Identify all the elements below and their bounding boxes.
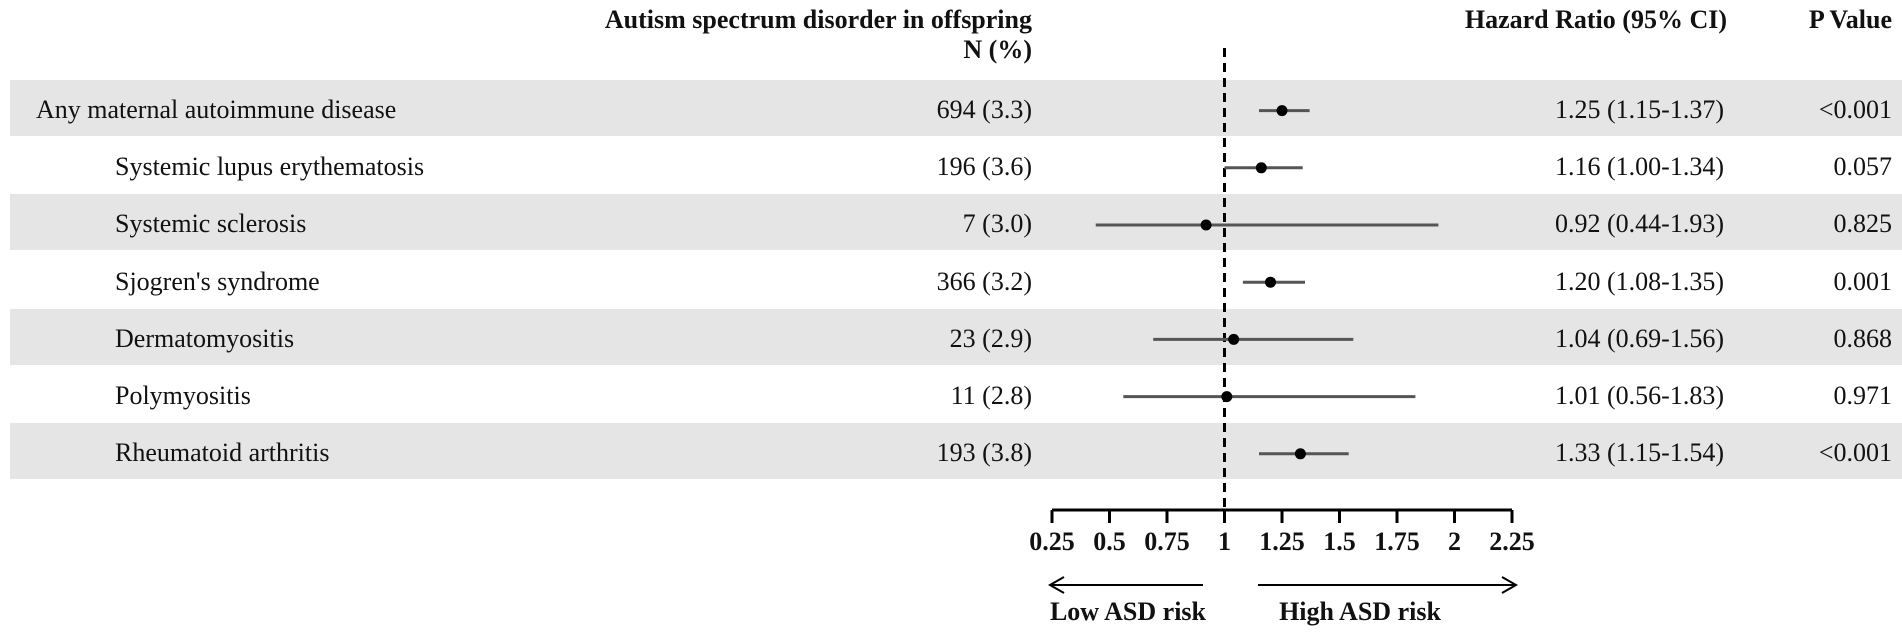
row-hazard-ratio: 1.04 (0.69-1.56) — [1555, 323, 1724, 353]
row-band — [10, 194, 1902, 251]
hr-header: Hazard Ratio (95% CI) — [1464, 5, 1727, 34]
row-p-value: 0.825 — [1833, 209, 1893, 239]
row-hazard-ratio: 1.33 (1.15-1.54) — [1555, 438, 1724, 468]
row-label: Dermatomyositis — [115, 323, 295, 353]
row-p-value: 0.057 — [1833, 152, 1893, 182]
high-risk-arrow-head — [1501, 576, 1519, 594]
x-tick-label: 2.25 — [1489, 527, 1535, 556]
row-hazard-ratio: 1.20 (1.08-1.35) — [1555, 266, 1724, 296]
outcome-header-line1: Autism spectrum disorder in offspring — [604, 5, 1032, 34]
high-risk-label: High ASD risk — [1279, 597, 1441, 626]
row-p-value: 0.001 — [1833, 266, 1893, 296]
hr-point — [1294, 448, 1306, 460]
row-label: Sjogren's syndrome — [115, 266, 320, 296]
hr-point — [1255, 162, 1267, 174]
row-hazard-ratio: 0.92 (0.44-1.93) — [1555, 209, 1724, 239]
row-label: Rheumatoid arthritis — [115, 438, 330, 468]
row-band — [10, 423, 1902, 480]
outcome-header: Autism spectrum disorder in offspring N … — [605, 5, 1032, 65]
row-p-value: <0.001 — [1818, 438, 1892, 468]
row-n-percent: 366 (3.2) — [936, 266, 1032, 296]
x-tick-label: 1.75 — [1374, 527, 1420, 556]
row-label: Systemic sclerosis — [115, 209, 307, 239]
row-label: Polymyositis — [115, 381, 251, 410]
row-n-percent: 193 (3.8) — [936, 438, 1032, 468]
low-risk-arrow-head — [1047, 576, 1065, 594]
x-tick-label: 0.25 — [1029, 527, 1075, 556]
row-n-percent: 11 (2.8) — [950, 381, 1032, 410]
x-tick-label: 1.25 — [1259, 527, 1305, 556]
row-label: Any maternal autoimmune disease — [36, 95, 397, 124]
hr-point — [1221, 391, 1233, 403]
row-label: Systemic lupus erythematosis — [115, 152, 425, 182]
x-tick-label: 2 — [1448, 527, 1461, 556]
x-tick-label: 0.75 — [1144, 527, 1190, 556]
row-band — [10, 308, 1902, 365]
p-header: P Value — [1808, 5, 1892, 34]
row-n-percent: 23 (2.9) — [949, 323, 1032, 353]
row-hazard-ratio: 1.25 (1.15-1.37) — [1555, 95, 1724, 124]
x-tick-label: 0.5 — [1093, 527, 1126, 556]
row-p-value: <0.001 — [1818, 95, 1892, 124]
row-p-value: 0.868 — [1833, 323, 1893, 353]
row-n-percent: 7 (3.0) — [962, 209, 1032, 239]
hr-point — [1200, 219, 1212, 231]
row-p-value: 0.971 — [1833, 381, 1893, 410]
x-tick-label: 1.5 — [1323, 527, 1356, 556]
x-tick-label: 1 — [1218, 527, 1231, 556]
hr-point — [1228, 333, 1240, 345]
row-n-percent: 196 (3.6) — [936, 152, 1032, 182]
row-band — [10, 80, 1902, 136]
row-hazard-ratio: 1.16 (1.00-1.34) — [1555, 152, 1724, 182]
row-n-percent: 694 (3.3) — [936, 95, 1032, 124]
hr-point — [1276, 105, 1288, 117]
low-risk-label: Low ASD risk — [1050, 597, 1207, 626]
outcome-header-line2: N (%) — [963, 35, 1032, 64]
hr-point — [1265, 276, 1276, 288]
row-hazard-ratio: 1.01 (0.56-1.83) — [1555, 381, 1724, 410]
